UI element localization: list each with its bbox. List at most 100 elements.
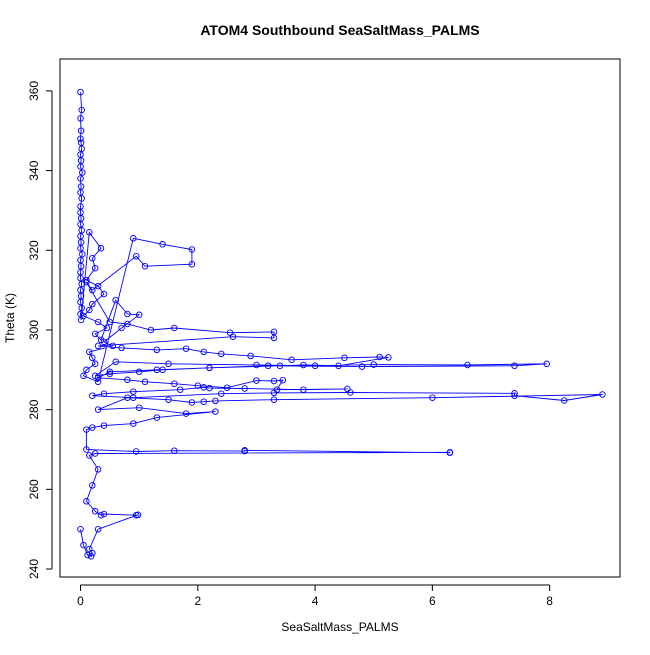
data-point <box>77 88 84 96</box>
y-axis: 240 260 280 300 320 340 360 <box>27 81 53 579</box>
data-point <box>288 356 295 364</box>
data-point <box>86 348 93 356</box>
data-point <box>89 482 96 489</box>
data-point <box>124 394 131 401</box>
data-point <box>212 397 219 405</box>
data-point <box>135 368 143 376</box>
data-point <box>91 330 99 338</box>
data-point <box>89 254 96 262</box>
data-point <box>112 358 119 366</box>
data-point <box>165 360 172 368</box>
data-point <box>77 163 84 170</box>
data-point <box>78 195 85 202</box>
data-point <box>91 264 99 272</box>
data-point <box>300 361 307 369</box>
data-point <box>218 390 225 397</box>
data-point <box>446 449 454 456</box>
data-point <box>78 106 85 114</box>
data-point <box>77 115 84 122</box>
y-tick-label: 320 <box>27 240 41 260</box>
data-point <box>358 363 366 370</box>
data-point <box>83 498 90 505</box>
data-point <box>511 392 518 399</box>
data-point <box>77 239 85 246</box>
x-tick-label: 0 <box>77 594 84 608</box>
data-point <box>83 276 90 284</box>
data-point <box>200 398 207 405</box>
data-point <box>106 370 114 378</box>
data-point <box>229 333 237 340</box>
data-point <box>83 426 90 433</box>
data-point <box>89 392 96 399</box>
data-point <box>599 391 606 398</box>
x-tick-label: 2 <box>194 594 201 608</box>
data-point <box>188 399 196 406</box>
data-point <box>83 446 90 453</box>
y-tick-label: 360 <box>27 81 41 101</box>
data-point <box>77 183 85 190</box>
data-point <box>109 342 117 350</box>
data-point <box>300 386 307 393</box>
data-point <box>77 139 85 146</box>
data-point <box>194 382 202 389</box>
data-point <box>429 394 436 401</box>
data-point <box>135 311 143 319</box>
data-point <box>341 354 348 362</box>
data-point <box>118 344 125 352</box>
data-point <box>80 312 87 320</box>
data-point <box>78 145 85 152</box>
data-point <box>511 390 518 397</box>
data-point <box>241 447 248 454</box>
data-point <box>561 397 568 404</box>
data-point <box>103 324 111 332</box>
data-point <box>94 318 102 326</box>
data-point <box>132 252 140 260</box>
data-point <box>94 282 102 290</box>
data-point <box>276 362 284 370</box>
y-tick-label: 240 <box>27 559 41 579</box>
data-point <box>188 260 196 268</box>
data-point <box>86 229 93 236</box>
data-point <box>347 389 354 396</box>
data-point <box>376 353 383 361</box>
data-point <box>511 362 518 370</box>
data-point <box>182 345 190 352</box>
series-points <box>77 88 606 560</box>
y-tick-label: 300 <box>27 320 41 340</box>
data-point <box>264 362 272 370</box>
chart-title: ATOM4 Southbound SeaSaltMass_PALMS <box>200 22 479 38</box>
data-point <box>124 376 131 384</box>
data-point <box>80 372 87 380</box>
data-point <box>77 127 85 134</box>
data-point <box>77 286 84 294</box>
y-tick-label: 260 <box>27 479 41 499</box>
data-point <box>94 374 102 382</box>
data-point <box>100 422 108 429</box>
data-point <box>182 410 190 417</box>
data-point <box>218 350 225 358</box>
data-point <box>153 414 161 421</box>
data-point <box>87 553 95 560</box>
data-point <box>89 354 96 362</box>
data-point <box>77 135 84 142</box>
series-lines <box>80 92 603 557</box>
series-line <box>80 92 603 557</box>
y-tick-label: 280 <box>27 399 41 419</box>
data-point <box>77 221 84 228</box>
data-point <box>118 324 125 332</box>
data-point <box>212 408 219 415</box>
x-tick-label: 6 <box>429 594 436 608</box>
data-point <box>385 354 392 361</box>
data-point <box>77 292 85 300</box>
data-point <box>78 227 85 234</box>
data-point <box>253 377 260 384</box>
data-point <box>130 235 137 242</box>
data-point <box>112 296 119 304</box>
data-point <box>171 380 178 387</box>
data-point <box>100 510 108 518</box>
data-point <box>130 420 137 427</box>
data-point <box>153 346 161 354</box>
data-point <box>77 209 84 216</box>
